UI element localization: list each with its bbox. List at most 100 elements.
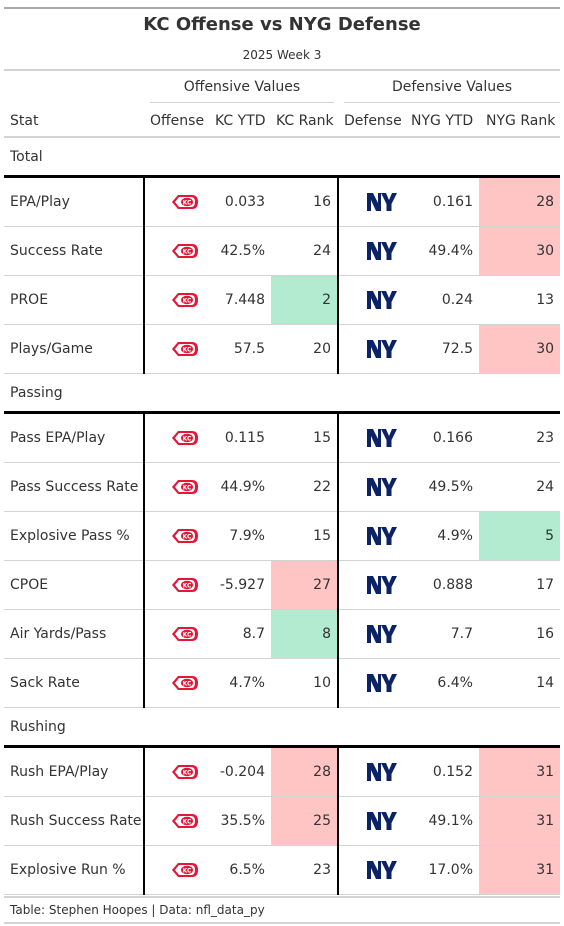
column-header-nyg-ytd: NYG YTD <box>411 113 474 129</box>
kc-arrowhead-icon: KC <box>172 293 198 307</box>
table-row: Rush Success Rate KC 35.5% 25 49.1% 31 <box>4 796 561 846</box>
kc-rank-value: 15 <box>271 412 339 463</box>
offense-logo-cell: KC <box>144 412 206 463</box>
group-row: Rushing <box>4 707 561 748</box>
svg-text:KC: KC <box>183 249 192 256</box>
nyg-rank-value: 17 <box>479 560 561 610</box>
group-row: Total <box>4 138 561 178</box>
stat-label: CPOE <box>4 560 145 610</box>
kc-ytd-value: -0.204 <box>206 746 271 797</box>
ny-giants-logo-icon <box>367 527 397 545</box>
defense-logo-cell <box>338 511 404 561</box>
table-row: Air Yards/Pass KC 8.7 8 7.7 16 <box>4 609 561 659</box>
ny-giants-logo-icon <box>367 576 397 594</box>
kc-arrowhead-icon: KC <box>172 765 198 779</box>
stat-label: Explosive Pass % <box>4 511 145 561</box>
offense-logo-cell: KC <box>144 275 206 325</box>
nyg-rank-value: 30 <box>479 226 561 276</box>
table-row: Pass Success Rate KC 44.9% 22 49.5% 24 <box>4 462 561 512</box>
nyg-ytd-value: 0.152 <box>404 746 479 797</box>
ny-giants-logo-icon <box>367 291 397 309</box>
svg-text:KC: KC <box>183 347 192 354</box>
nyg-ytd-value: 49.5% <box>404 462 479 512</box>
group-label: Passing <box>4 373 561 414</box>
svg-text:KC: KC <box>183 868 192 875</box>
kc-ytd-value: 0.033 <box>206 176 271 227</box>
nyg-rank-value: 31 <box>479 796 561 846</box>
spanner-defensive-rule <box>344 102 560 103</box>
nyg-ytd-value: 0.24 <box>404 275 479 325</box>
spanner-offensive-rule <box>150 102 334 103</box>
bottom-rule <box>4 922 560 924</box>
offense-logo-cell: KC <box>144 324 206 374</box>
table-row: PROE KC 7.448 2 0.24 13 <box>4 275 561 325</box>
ny-giants-logo-icon <box>367 478 397 496</box>
kc-rank-value: 8 <box>271 609 339 659</box>
kc-arrowhead-icon: KC <box>172 480 198 494</box>
defense-logo-cell <box>338 560 404 610</box>
ny-giants-logo-icon <box>367 340 397 358</box>
group-row: Passing <box>4 373 561 414</box>
kc-rank-value: 22 <box>271 462 339 512</box>
defense-logo-cell <box>338 324 404 374</box>
kc-arrowhead-icon: KC <box>172 195 198 209</box>
nyg-ytd-value: 49.4% <box>404 226 479 276</box>
nyg-ytd-value: 17.0% <box>404 845 479 895</box>
svg-text:KC: KC <box>183 298 192 305</box>
ny-giants-logo-icon <box>367 193 397 211</box>
kc-ytd-value: 57.5 <box>206 324 271 374</box>
kc-ytd-value: 35.5% <box>206 796 271 846</box>
stat-label: Air Yards/Pass <box>4 609 145 659</box>
kc-rank-value: 25 <box>271 796 339 846</box>
stat-label: Rush Success Rate <box>4 796 145 846</box>
svg-text:KC: KC <box>183 200 192 207</box>
spanner-offensive-values: Offensive Values <box>183 79 301 95</box>
column-header-nyg-rank: NYG Rank <box>486 113 556 129</box>
kc-rank-value: 2 <box>271 275 339 325</box>
kc-ytd-value: 4.7% <box>206 658 271 708</box>
stat-label: Pass EPA/Play <box>4 412 145 463</box>
offense-logo-cell: KC <box>144 226 206 276</box>
stat-label: Rush EPA/Play <box>4 746 145 797</box>
table-row: Success Rate KC 42.5% 24 49.4% 30 <box>4 226 561 276</box>
nyg-rank-value: 31 <box>479 746 561 797</box>
nyg-rank-value: 14 <box>479 658 561 708</box>
kc-arrowhead-icon: KC <box>172 529 198 543</box>
ny-giants-logo-icon <box>367 429 397 447</box>
nyg-ytd-value: 6.4% <box>404 658 479 708</box>
kc-ytd-value: 44.9% <box>206 462 271 512</box>
kc-rank-value: 10 <box>271 658 339 708</box>
svg-text:KC: KC <box>183 436 192 443</box>
nyg-ytd-value: 49.1% <box>404 796 479 846</box>
kc-rank-value: 24 <box>271 226 339 276</box>
nyg-rank-value: 16 <box>479 609 561 659</box>
offense-logo-cell: KC <box>144 609 206 659</box>
nyg-ytd-value: 72.5 <box>404 324 479 374</box>
kc-rank-value: 16 <box>271 176 339 227</box>
kc-ytd-value: 0.115 <box>206 412 271 463</box>
table-row: Explosive Pass % KC 7.9% 15 4.9% 5 <box>4 511 561 561</box>
defense-logo-cell <box>338 746 404 797</box>
ny-giants-logo-icon <box>367 242 397 260</box>
table-title: KC Offense vs NYG Defense <box>143 14 421 35</box>
offense-logo-cell: KC <box>144 796 206 846</box>
table-row: EPA/Play KC 0.033 16 0.161 28 <box>4 176 561 227</box>
nyg-ytd-value: 0.161 <box>404 176 479 227</box>
ny-giants-logo-icon <box>367 812 397 830</box>
spanner-defensive-values: Defensive Values <box>391 79 513 95</box>
svg-text:KC: KC <box>183 770 192 777</box>
nyg-rank-value: 30 <box>479 324 561 374</box>
kc-rank-value: 20 <box>271 324 339 374</box>
offense-logo-cell: KC <box>144 746 206 797</box>
nyg-rank-value: 31 <box>479 845 561 895</box>
ny-giants-logo-icon <box>367 674 397 692</box>
stat-label: Success Rate <box>4 226 145 276</box>
column-header-kc-ytd: KC YTD <box>215 113 266 129</box>
kc-arrowhead-icon: KC <box>172 627 198 641</box>
table-row: Explosive Run % KC 6.5% 23 17.0% 31 <box>4 845 561 895</box>
nyg-ytd-value: 7.7 <box>404 609 479 659</box>
defense-logo-cell <box>338 176 404 227</box>
nyg-ytd-value: 4.9% <box>404 511 479 561</box>
column-header-defense: Defense <box>344 113 402 129</box>
kc-arrowhead-icon: KC <box>172 814 198 828</box>
